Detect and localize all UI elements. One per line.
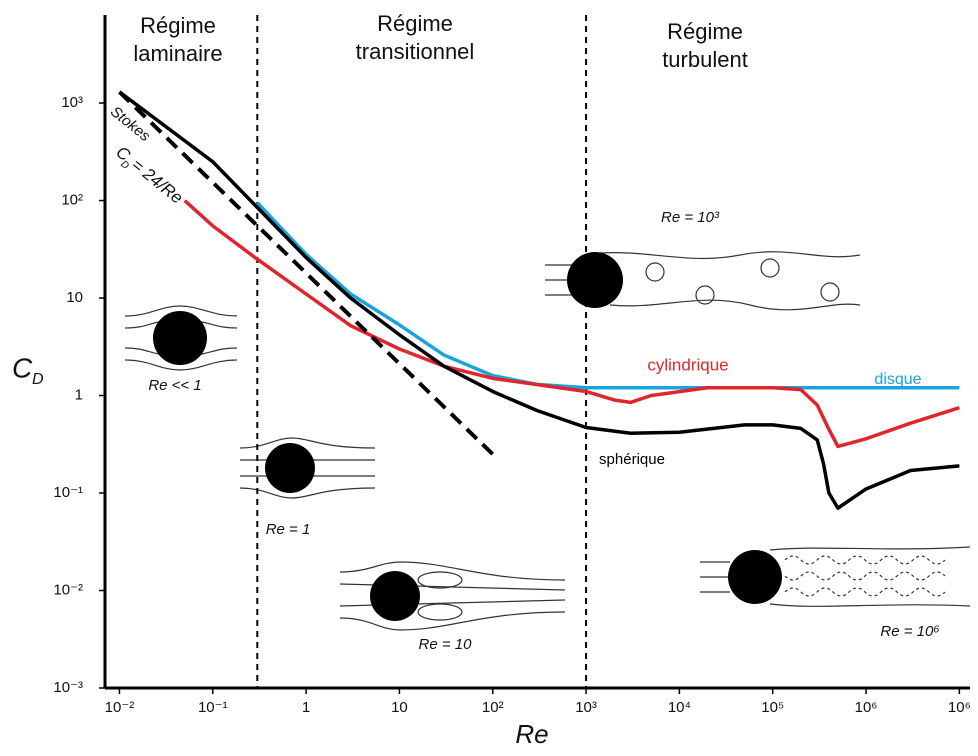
- flow-icon-re10: [339, 561, 566, 631]
- x-tick-label: 10⁴: [668, 699, 691, 716]
- x-tick-label: 10⁵: [761, 699, 784, 716]
- stokes-label: Stokes: [107, 103, 154, 145]
- curve: [183, 199, 960, 449]
- y-tick-label: 10⁻¹: [53, 484, 83, 501]
- y-axis-label-sub: D: [32, 371, 44, 388]
- x-tick-label: 10⁻²: [105, 699, 135, 716]
- flow-label: Re << 1: [148, 377, 201, 394]
- series-label: sphérique: [599, 451, 665, 468]
- y-tick-label: 1: [75, 386, 83, 403]
- curve: [118, 90, 960, 510]
- flow-label: Re = 10: [419, 636, 473, 653]
- y-tick-label: 10⁻³: [53, 679, 83, 696]
- x-tick-label: 10⁻¹: [198, 699, 228, 716]
- series-label: cylindrique: [647, 355, 728, 374]
- stokes-formula: = 24/Re: [128, 155, 187, 208]
- flow-label: Re = 10⁶: [880, 623, 939, 640]
- flow-icon-re1000: [545, 251, 861, 311]
- y-tick-label: 10²: [61, 192, 83, 209]
- flow-label: Re = 10³: [661, 209, 720, 226]
- y-tick-label: 10: [66, 289, 83, 306]
- x-axis-label: Re: [515, 719, 548, 749]
- regime-label: Régime transitionnel: [355, 11, 475, 64]
- regime-label: Régime laminaire: [133, 13, 223, 66]
- stokes-line: [118, 90, 495, 456]
- x-tick-label: 10⁶: [855, 699, 878, 716]
- y-axis-label: C: [12, 352, 33, 383]
- x-tick-label: 10: [391, 699, 408, 716]
- flow-icon-re1: [239, 437, 376, 499]
- y-tick-label: 10⁻²: [53, 581, 83, 598]
- y-tick-label: 10³: [61, 94, 83, 111]
- x-tick-label: 10²: [482, 699, 504, 716]
- x-tick-label: 1: [302, 699, 310, 716]
- x-tick-label: 10³: [575, 699, 597, 716]
- flow-icon-stokes: [124, 305, 238, 371]
- series-label: disque: [874, 371, 921, 388]
- x-tick-label: 10⁶: [948, 699, 971, 716]
- regime-label: Régime turbulent: [662, 19, 748, 72]
- flow-icon-re1e6: [700, 546, 971, 607]
- flow-label: Re = 1: [266, 521, 311, 538]
